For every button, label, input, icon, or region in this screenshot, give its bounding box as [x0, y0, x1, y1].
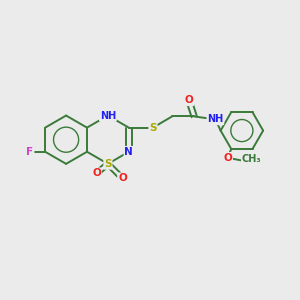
Text: F: F: [26, 147, 33, 157]
Text: O: O: [184, 95, 193, 105]
Text: CH₃: CH₃: [242, 154, 261, 164]
Text: F: F: [26, 147, 33, 157]
Text: O: O: [223, 153, 232, 163]
Text: S: S: [149, 123, 157, 133]
Text: NH: NH: [207, 114, 224, 124]
Text: NH: NH: [100, 110, 116, 121]
Text: O: O: [118, 173, 127, 183]
Text: N: N: [124, 147, 133, 157]
Text: O: O: [92, 168, 101, 178]
Text: S: S: [104, 159, 112, 169]
